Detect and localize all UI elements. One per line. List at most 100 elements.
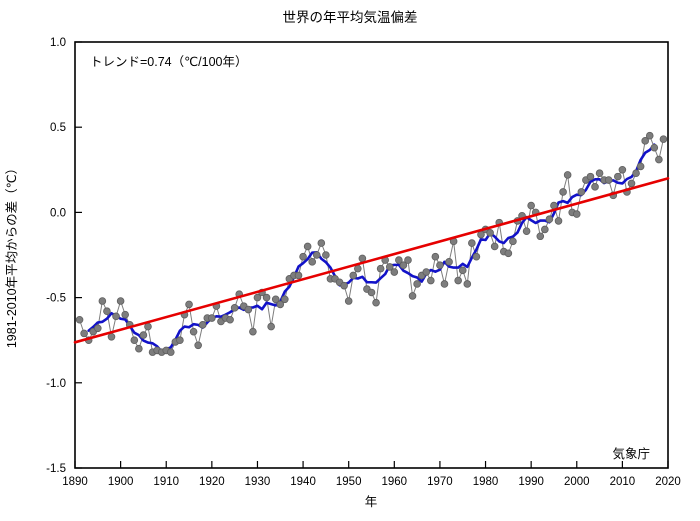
x-tick-label: 2000 [564,476,590,488]
annual-point [276,300,285,309]
x-tick-label: 1940 [290,476,316,488]
annual-point [659,135,668,143]
annual-point [135,344,143,353]
annual-point [271,295,280,304]
x-axis-title: 年 [365,495,378,509]
annual-point [572,210,581,218]
annual-point [586,172,595,181]
annual-point [422,268,431,276]
x-tick-label: 1980 [473,476,499,488]
annual-point [632,169,640,178]
annual-point [262,293,271,302]
annual-point [376,264,385,273]
annual-point [194,341,202,350]
annual-point [75,315,84,324]
annual-point [230,304,239,312]
annual-point [408,292,417,300]
annual-point [80,329,88,338]
trend-annotation: トレンド=0.74（℃/100年） [90,55,248,69]
x-tick-label: 1910 [153,476,179,488]
annual-point [340,281,348,290]
plot-layer: 1890 1900 1910 1920 1930 1940 1950 1960 1970 1980… [46,37,681,488]
annual-point [472,252,481,261]
annual-point [189,327,198,336]
annual-point [130,336,139,345]
annual-point [294,271,303,280]
annual-point [545,215,554,224]
annual-point [445,258,453,266]
x-tick-label: 1990 [518,476,544,488]
x-tick-label: 2010 [610,476,636,488]
annual-point [322,251,330,259]
annual-point [463,280,472,288]
annual-point [103,307,111,316]
annual-point [595,169,604,178]
y-tick-label: 0.0 [50,207,66,219]
x-tick-label: 1930 [245,476,271,488]
annual-point [395,256,403,264]
annual-point [249,327,257,336]
annual-point [404,256,412,264]
annual-point [522,227,531,235]
annual-point [354,264,362,273]
annual-point [244,305,253,314]
annual-point [267,322,275,331]
annual-point [486,229,494,237]
annual-point [367,288,376,297]
annual-point [303,242,312,251]
annual-point [390,268,399,276]
annual-point [349,271,358,280]
annual-point [253,293,262,302]
annual-point [176,336,184,345]
annual-point [563,171,572,179]
annual-point [208,314,216,322]
x-tick-label: 2020 [655,476,681,488]
trend-line [73,177,670,344]
y-tick-label: -1.0 [46,378,66,390]
annual-point [139,331,148,339]
annual-point [641,137,649,145]
y-tick-label: -1.5 [46,463,66,475]
annual-point [308,258,317,266]
annual-point [358,254,367,263]
annual-point [385,263,394,271]
annual-point [98,297,107,305]
annual-point [490,242,499,251]
y-tick-label: 0.5 [50,122,66,134]
annual-point [645,131,654,140]
annual-point [577,188,586,196]
annual-point [504,249,513,258]
annual-point [559,188,567,196]
y-tick-label: -0.5 [46,293,66,305]
annual-point [554,217,563,225]
annual-point [458,266,467,275]
annual-point [185,300,193,309]
annual-point [121,310,129,319]
annual-point [281,295,289,304]
plot-frame [74,41,669,469]
annual-point [372,298,380,307]
annual-point [468,239,476,247]
annual-point [399,261,408,270]
annual-point [94,324,102,333]
y-tick-label: 1.0 [50,37,66,49]
annual-point [226,315,234,324]
annual-point [618,166,627,174]
annual-point [144,322,152,331]
annual-point [426,276,435,285]
annual-point [317,239,326,247]
annual-point [509,237,517,246]
annual-point [541,225,549,234]
annual-point [166,348,175,356]
annual-point [536,232,545,241]
annual-point [107,332,116,341]
annual-point [655,155,663,164]
annual-point [650,143,659,152]
annual-point [527,201,535,210]
chart-title: 世界の年平均気温偏差 [283,10,418,25]
annual-point [436,261,444,270]
y-axis-title: 1981-2010年平均からの差（℃） [5,162,19,348]
annual-point [413,280,421,288]
x-tick-label: 1900 [108,476,134,488]
